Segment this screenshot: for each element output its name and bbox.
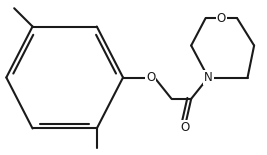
Text: O: O <box>146 71 155 84</box>
Text: O: O <box>217 12 226 25</box>
Text: O: O <box>180 121 189 134</box>
Text: N: N <box>204 71 213 84</box>
